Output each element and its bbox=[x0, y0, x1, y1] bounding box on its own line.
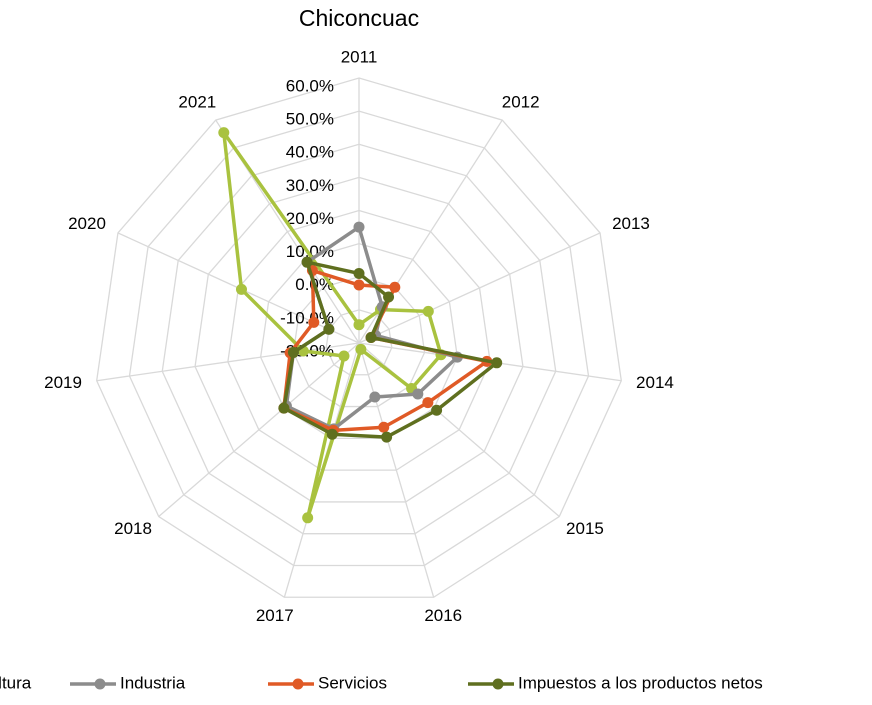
axis-spoke bbox=[158, 342, 360, 518]
category-label: 2015 bbox=[566, 519, 604, 538]
series-marker bbox=[431, 404, 443, 416]
series-marker bbox=[353, 221, 365, 233]
chart-title: Chiconcuac bbox=[299, 5, 419, 31]
y-tick-label: 40.0% bbox=[286, 143, 334, 162]
series-marker bbox=[355, 343, 367, 355]
y-tick-label: 60.0% bbox=[286, 76, 334, 95]
series-marker bbox=[491, 357, 503, 369]
grid-ring bbox=[96, 77, 622, 598]
series-marker bbox=[378, 421, 390, 433]
series-marker bbox=[422, 397, 434, 409]
y-tick-label: 30.0% bbox=[286, 176, 334, 195]
y-tick-label: 50.0% bbox=[286, 110, 334, 129]
series-marker bbox=[412, 388, 424, 400]
series-marker bbox=[353, 279, 365, 291]
series-marker bbox=[287, 346, 299, 358]
series-line bbox=[282, 260, 499, 439]
series-marker bbox=[326, 428, 338, 440]
axis-spoke bbox=[358, 342, 435, 598]
axis-spoke bbox=[358, 232, 601, 344]
legend-label: Industria bbox=[120, 673, 186, 692]
category-label: 2013 bbox=[612, 214, 650, 233]
category-label: 2012 bbox=[502, 93, 540, 112]
series-marker bbox=[389, 281, 401, 293]
series-marker bbox=[381, 431, 393, 443]
category-label: 2020 bbox=[68, 214, 106, 233]
legend-marker bbox=[492, 678, 504, 690]
category-label: 2021 bbox=[178, 93, 216, 112]
series-marker bbox=[365, 331, 377, 343]
category-label: 2016 bbox=[424, 606, 462, 625]
series-marker bbox=[301, 256, 313, 268]
category-label: 2017 bbox=[256, 606, 294, 625]
series-marker bbox=[235, 283, 247, 295]
category-label: 2011 bbox=[341, 47, 378, 66]
grid-ring bbox=[259, 242, 459, 439]
series-marker bbox=[278, 402, 290, 414]
series-marker bbox=[383, 291, 395, 303]
grid-ring bbox=[227, 209, 491, 471]
series-marker bbox=[338, 350, 350, 362]
y-tick-label: 10.0% bbox=[286, 242, 334, 261]
series-marker bbox=[353, 319, 365, 331]
legend-marker bbox=[292, 678, 304, 690]
series-marker bbox=[302, 512, 314, 524]
series-marker bbox=[422, 305, 434, 317]
legend-label: Impuestos a los productos netos bbox=[518, 673, 763, 692]
series-marker bbox=[308, 316, 320, 328]
axis-spoke bbox=[96, 342, 360, 382]
category-label: 2014 bbox=[636, 373, 674, 392]
y-tick-label: 20.0% bbox=[286, 209, 334, 228]
grid-ring bbox=[194, 176, 524, 503]
series-marker bbox=[323, 323, 335, 335]
legend-label: Agricultura bbox=[0, 673, 32, 692]
series-marker bbox=[353, 267, 365, 279]
series-marker bbox=[218, 127, 230, 139]
grid-ring bbox=[128, 110, 590, 567]
y-tick-label: -10.0% bbox=[280, 308, 334, 327]
legend-marker bbox=[94, 678, 106, 690]
category-label: 2018 bbox=[114, 519, 152, 538]
category-label: 2019 bbox=[44, 373, 82, 392]
legend-label: Servicios bbox=[318, 673, 387, 692]
series-marker bbox=[369, 391, 381, 403]
grid-ring bbox=[161, 143, 557, 535]
